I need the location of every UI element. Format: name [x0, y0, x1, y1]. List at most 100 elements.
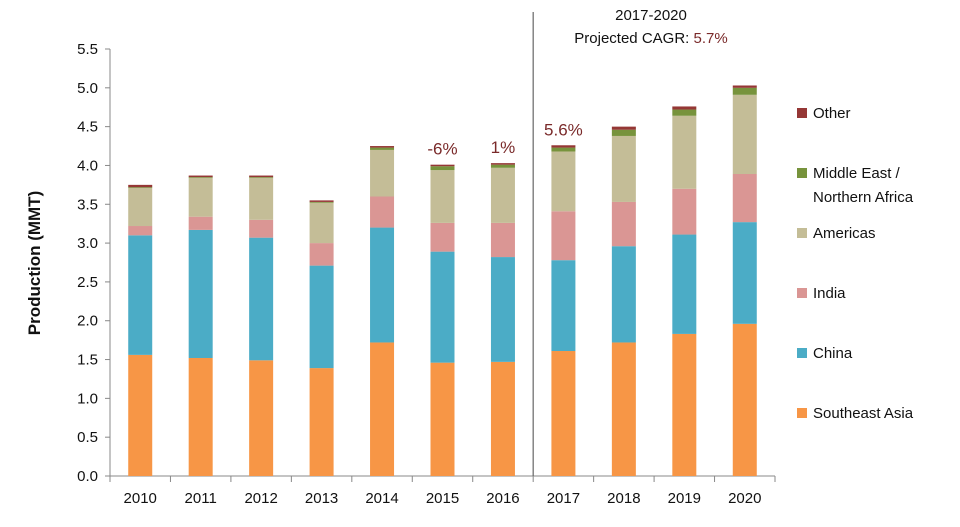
bar-segment-southeast-asia	[672, 333, 697, 476]
projection-cagr-value: 5.7%	[694, 30, 728, 47]
legend-item: Southeast Asia	[797, 405, 914, 422]
bar-segment-middle-east-northern-africa	[490, 164, 515, 168]
y-axis-label: Production (MMT)	[25, 191, 44, 335]
y-tick-label: 3.0	[77, 235, 98, 252]
bar-segment-india	[249, 219, 274, 238]
bar-segment-other	[188, 175, 213, 178]
x-tick-label: 2018	[607, 490, 640, 507]
bar-stack-2015	[430, 164, 455, 476]
bar-segment-middle-east-northern-africa	[732, 87, 757, 95]
x-tick-label: 2014	[365, 490, 398, 507]
bar-segment-india	[370, 196, 395, 228]
legend-item: Americas	[797, 225, 876, 242]
bar-segment-middle-east-northern-africa	[309, 201, 334, 203]
legend-label: Southeast Asia	[813, 405, 914, 422]
x-tick-label: 2011	[185, 490, 217, 507]
bar-segment-other	[490, 163, 515, 165]
bar-segment-middle-east-northern-africa	[430, 166, 455, 171]
bars	[128, 85, 757, 476]
bar-segment-india	[188, 216, 213, 230]
legend-label: India	[813, 285, 846, 302]
bar-segment-india	[309, 243, 334, 266]
bar-stack-2010	[128, 184, 153, 476]
bar-segment-americas	[732, 94, 757, 174]
bar-segment-americas	[128, 187, 153, 227]
legend-swatch	[797, 108, 807, 118]
bar-segment-middle-east-northern-africa	[188, 177, 213, 178]
legend-label: Middle East /	[813, 165, 901, 182]
bar-segment-americas	[551, 151, 576, 212]
bar-segment-other	[611, 126, 636, 130]
x-tick-label: 2017	[547, 490, 580, 507]
bar-segment-other	[732, 85, 757, 88]
growth-annotation: 5.6%	[544, 120, 583, 139]
bar-segment-china	[188, 229, 213, 358]
legend-item: India	[797, 285, 846, 302]
legend-label: Northern Africa	[813, 189, 914, 206]
legend-label: Other	[813, 105, 851, 122]
legend-swatch	[797, 348, 807, 358]
y-axis: 0.0 0.5 1.0 1.5 2.0 2.5 3.0 3.5 4.0 4.5 5.0 5.5	[77, 41, 111, 485]
bar-stack-2013	[309, 200, 334, 476]
y-tick-label: 5.0	[77, 80, 98, 97]
bar-segment-southeast-asia	[128, 354, 153, 476]
bar-segment-middle-east-northern-africa	[672, 109, 697, 116]
bar-segment-americas	[249, 177, 274, 220]
bar-segment-india	[430, 222, 455, 252]
y-tick-label: 4.0	[77, 157, 98, 174]
bar-stack-2016	[490, 163, 515, 476]
bar-segment-china	[611, 246, 636, 343]
bar-segment-southeast-asia	[551, 351, 576, 476]
bar-segment-other	[128, 184, 153, 188]
projection-cagr-note: Projected CAGR: 5.7%	[574, 30, 727, 47]
y-tick-label: 2.5	[77, 274, 98, 291]
legend-swatch	[797, 288, 807, 298]
x-tick-label: 2010	[124, 490, 157, 507]
legend-item: Middle East / Northern Africa	[797, 165, 914, 206]
legend-item: Other	[797, 105, 851, 122]
bar-segment-middle-east-northern-africa	[370, 147, 395, 150]
bar-segment-china	[370, 227, 395, 343]
y-tick-label: 3.5	[77, 196, 98, 213]
x-tick-label: 2019	[668, 490, 701, 507]
bar-segment-other	[249, 175, 274, 178]
x-tick-label: 2020	[728, 490, 761, 507]
bar-segment-other	[370, 146, 395, 148]
bar-segment-middle-east-northern-africa	[611, 129, 636, 136]
bar-segment-china	[672, 234, 697, 334]
legend-swatch	[797, 168, 807, 178]
bar-segment-southeast-asia	[732, 323, 757, 476]
bar-segment-southeast-asia	[249, 360, 274, 476]
bar-stack-2020	[732, 85, 757, 476]
bar-segment-china	[430, 251, 455, 363]
legend-swatch	[797, 408, 807, 418]
bar-segment-southeast-asia	[490, 361, 515, 476]
bar-segment-middle-east-northern-africa	[551, 147, 576, 152]
bar-segment-other	[309, 200, 334, 202]
legend-swatch	[797, 228, 807, 238]
bar-stack-2011	[188, 175, 213, 476]
x-tick-label: 2016	[486, 490, 519, 507]
bar-segment-china	[309, 265, 334, 369]
bar-segment-middle-east-northern-africa	[249, 177, 274, 178]
bar-stack-2017	[551, 145, 576, 476]
annotations: -6% 1% 5.6%	[427, 120, 582, 158]
x-tick-label: 2012	[244, 490, 277, 507]
bar-segment-china	[732, 222, 757, 324]
bar-segment-americas	[188, 177, 213, 217]
bar-segment-india	[611, 201, 636, 247]
bar-segment-americas	[490, 167, 515, 223]
y-tick-label: 4.5	[77, 119, 98, 136]
growth-annotation: 1%	[491, 138, 516, 157]
bar-segment-india	[672, 188, 697, 235]
growth-annotation: -6%	[427, 140, 457, 159]
bar-segment-china	[128, 235, 153, 355]
bar-stack-2019	[672, 106, 697, 476]
bar-segment-americas	[611, 135, 636, 202]
y-tick-label: 0.5	[77, 429, 98, 446]
bar-stack-2014	[370, 146, 395, 476]
bar-segment-india	[551, 211, 576, 261]
bar-segment-southeast-asia	[430, 362, 455, 476]
bar-segment-other	[430, 164, 455, 167]
